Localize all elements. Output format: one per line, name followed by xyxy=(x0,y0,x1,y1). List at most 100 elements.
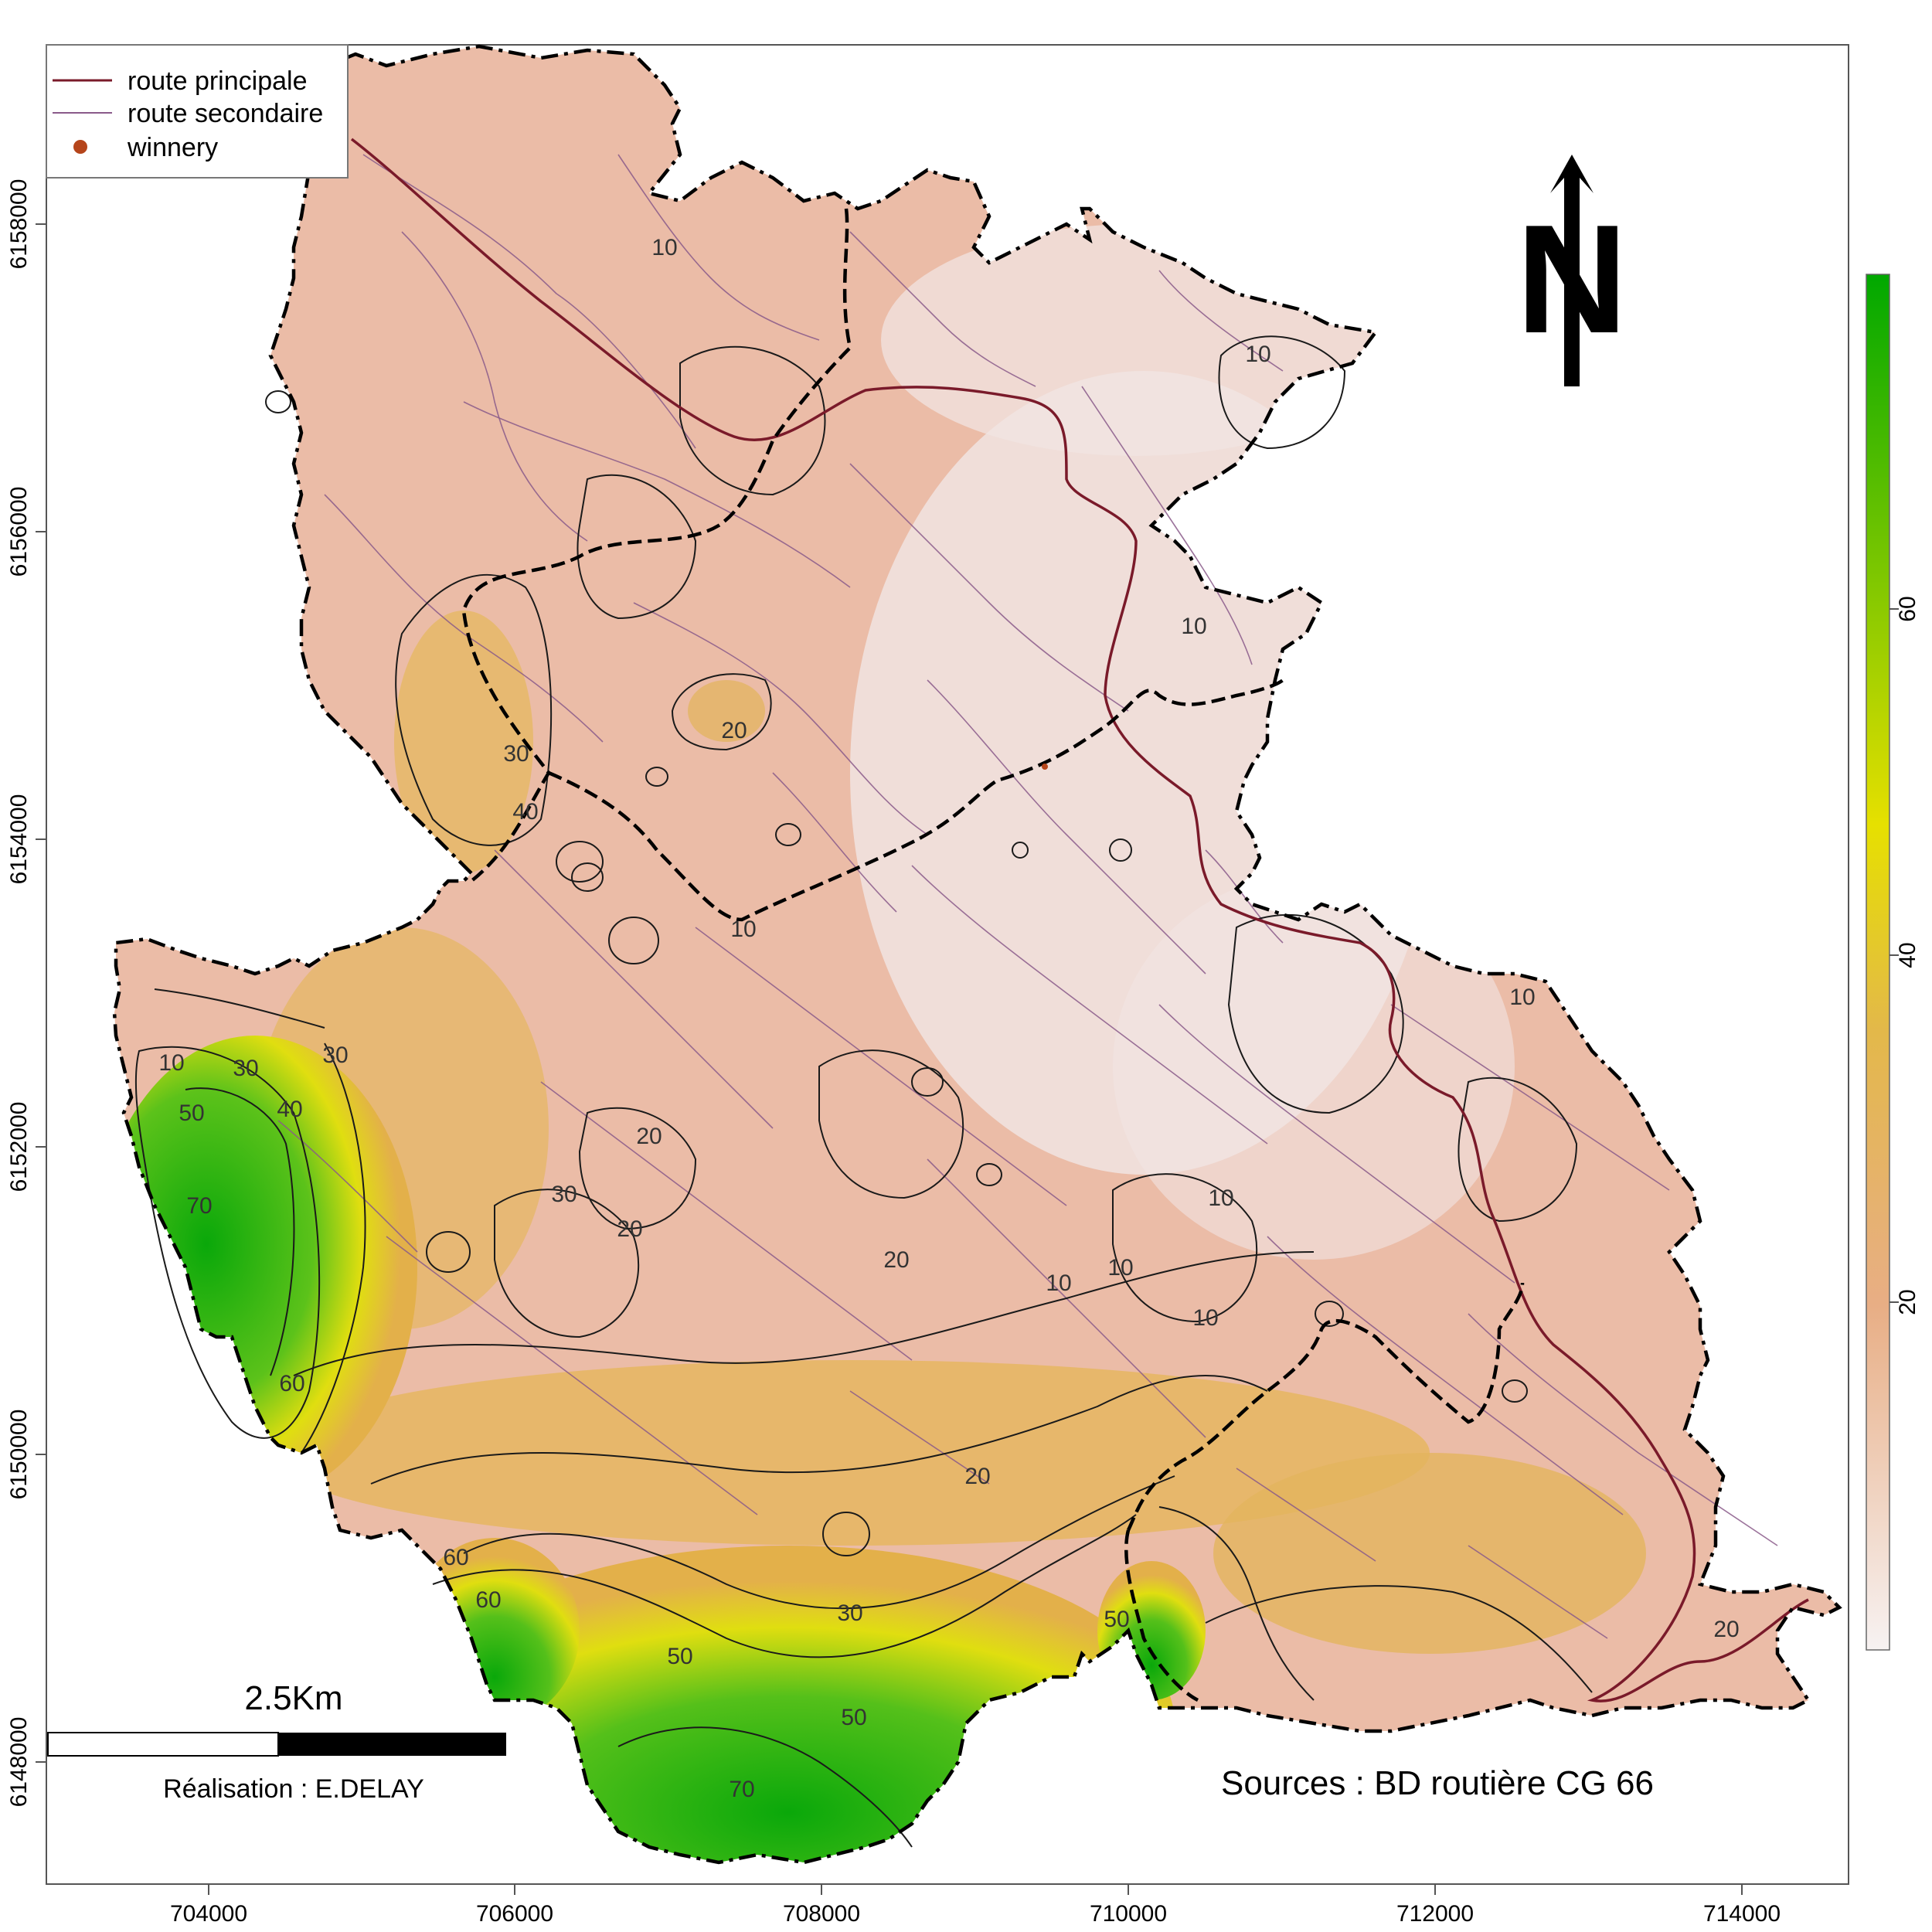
contour-ring xyxy=(1502,1379,1528,1403)
contour-label: 20 xyxy=(964,1464,990,1489)
y-axis: 6148000 6150000 6152000 6154000 6156000 61580… xyxy=(6,45,47,1884)
secondary-roads xyxy=(277,154,1778,1639)
contour-ring xyxy=(556,841,604,883)
territory-layer xyxy=(114,46,1839,1862)
contour-label: 10 xyxy=(1181,614,1206,639)
contour-line xyxy=(293,1251,1315,1376)
secondary-road xyxy=(1267,1236,1624,1515)
secondary-road xyxy=(540,1081,913,1361)
contour-label: 30 xyxy=(551,1182,577,1207)
x-tick-label: 710000 xyxy=(1090,1901,1167,1927)
secondary-road xyxy=(1081,386,1253,665)
north-arrow-shaft xyxy=(1550,155,1594,386)
contour-line xyxy=(463,1475,1175,1610)
contour-line xyxy=(432,1514,1137,1658)
legend-label-secondary-road: route secondaire xyxy=(128,99,323,128)
credit-author: Réalisation : E.DELAY xyxy=(163,1774,424,1804)
orange-zone-south xyxy=(270,1360,1430,1546)
contour-label: 50 xyxy=(1104,1607,1129,1632)
contour-label: 20 xyxy=(1713,1617,1739,1642)
legend-box xyxy=(46,44,349,179)
contour-label: 40 xyxy=(277,1097,302,1122)
commune-boundaries xyxy=(461,208,1525,1702)
secondary-road xyxy=(463,401,851,588)
contour-label-group: 10 10 10 10 10 10 10 10 10 10 20 20 20 20 20 20 30 30 30 30… xyxy=(158,235,1739,1802)
commune-boundary-4 xyxy=(1124,1529,1199,1702)
pale-zone-east xyxy=(1113,873,1515,1260)
contour-label: 30 xyxy=(837,1600,862,1626)
secondary-road xyxy=(1158,1004,1515,1284)
contour-label: 70 xyxy=(186,1193,212,1219)
territory-outline xyxy=(112,44,1842,1865)
colorbar: 20 40 60 xyxy=(1866,274,1920,1651)
y-tick-label: 6158000 xyxy=(6,179,32,270)
secondary-road xyxy=(401,231,588,542)
contour-label: 60 xyxy=(443,1545,468,1570)
y-tick-label: 6156000 xyxy=(6,487,32,577)
commune-boundary-3 xyxy=(1126,1282,1525,1532)
contour-line xyxy=(671,673,772,751)
contour-ring xyxy=(976,1163,1002,1186)
contour-ring xyxy=(1109,838,1132,862)
secondary-road xyxy=(849,1390,990,1485)
contour-line xyxy=(185,1087,295,1376)
orange-zone-west xyxy=(394,611,533,873)
legend-label-winnery: winnery xyxy=(127,133,218,162)
secondary-road xyxy=(1205,849,1284,944)
contour-line xyxy=(1205,1585,1593,1693)
y-tick-label: 6152000 xyxy=(6,1102,32,1192)
contour-ring xyxy=(822,1512,870,1556)
x-tick-label: 706000 xyxy=(476,1901,553,1927)
contour-label: 10 xyxy=(1208,1185,1233,1211)
secondary-road xyxy=(386,1236,758,1515)
contour-ring xyxy=(1012,842,1029,859)
secondary-road xyxy=(911,865,1268,1145)
x-tick-label: 704000 xyxy=(170,1901,247,1927)
x-tick-label: 714000 xyxy=(1703,1901,1781,1927)
colorbar-tick-label: 20 xyxy=(1895,1289,1920,1315)
colorbar-tick-label: 40 xyxy=(1895,942,1920,968)
contour-label: 50 xyxy=(667,1644,692,1669)
sources-text: Sources : BD routière CG 66 xyxy=(1221,1764,1654,1802)
contour-line xyxy=(370,1375,1268,1485)
contour-line xyxy=(134,1046,321,1439)
north-arrow-label: N xyxy=(1516,193,1628,366)
contour-line xyxy=(1112,1173,1258,1323)
contour-label: 20 xyxy=(721,718,747,743)
contour-line xyxy=(1458,1077,1578,1223)
secondary-road xyxy=(849,463,1129,712)
contour-label: 10 xyxy=(1245,342,1270,367)
x-axis: 704000 706000 708000 710000 712000 714000 xyxy=(46,1883,1849,1927)
secondary-road xyxy=(617,154,820,341)
contour-line xyxy=(494,1189,640,1338)
secondary-road xyxy=(362,154,696,449)
contour-label: 10 xyxy=(1192,1305,1218,1331)
secondary-road xyxy=(695,927,1067,1206)
contour-label: 30 xyxy=(233,1056,258,1081)
contour-label: 70 xyxy=(729,1777,754,1802)
contour-label: 40 xyxy=(512,799,538,825)
contour-line xyxy=(679,345,826,496)
contour-label: 20 xyxy=(617,1216,642,1242)
x-tick-label: 708000 xyxy=(783,1901,860,1927)
orange-zone-center xyxy=(688,680,765,742)
contour-label: 10 xyxy=(730,917,756,942)
secondary-road xyxy=(1390,1004,1670,1191)
secondary-road xyxy=(1236,1468,1376,1562)
secondary-road xyxy=(633,602,928,835)
legend-label-main-road: route principale xyxy=(128,66,307,96)
secondary-road xyxy=(494,849,774,1129)
contour-line xyxy=(301,1043,366,1454)
legend: route principale route secondaire winner… xyxy=(46,44,349,179)
legend-swatch-winnery xyxy=(73,140,87,154)
y-tick-label: 6150000 xyxy=(6,1410,32,1500)
contour-ring xyxy=(608,917,659,964)
contour-line xyxy=(1227,914,1404,1114)
contour-label: 10 xyxy=(1107,1255,1133,1281)
colorbar-tick-label: 60 xyxy=(1895,596,1920,621)
contour-label: 60 xyxy=(475,1587,501,1613)
contour-ring xyxy=(911,1067,944,1097)
commune-boundary-2 xyxy=(548,679,1284,922)
y-tick-label: 6148000 xyxy=(6,1717,32,1808)
